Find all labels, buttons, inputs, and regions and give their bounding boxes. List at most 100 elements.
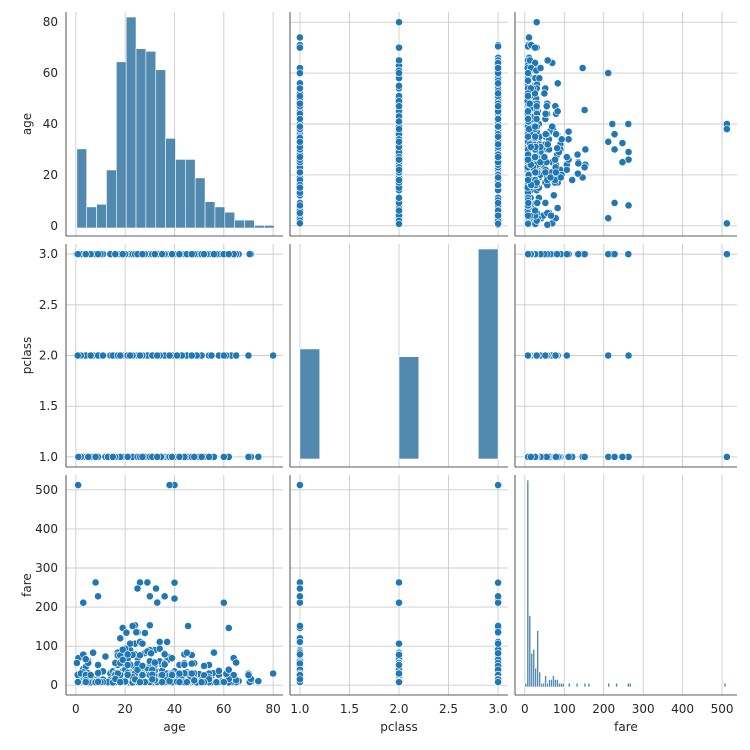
scatter-point <box>610 250 619 259</box>
scatter-point <box>531 132 540 141</box>
scatter-point <box>133 584 142 593</box>
scatter-point <box>74 250 82 259</box>
scatter-point <box>118 250 127 259</box>
scatter-point <box>296 638 304 646</box>
scatter-point <box>494 89 502 98</box>
scatter-point <box>608 120 617 128</box>
panel-marks <box>72 250 278 461</box>
scatter-point <box>580 106 589 114</box>
scatter-point <box>74 481 83 489</box>
scatter-point <box>126 351 135 360</box>
scatter-point <box>296 153 304 161</box>
scatter-point <box>94 592 102 601</box>
scatter-point <box>574 250 583 259</box>
scatter-point <box>210 250 218 259</box>
scatter-point <box>546 173 555 182</box>
scatter-point <box>549 191 558 200</box>
panel-age-vs-pclass <box>289 12 508 237</box>
scatter-point <box>153 452 162 461</box>
scatter-point <box>296 69 304 77</box>
panel-marks <box>72 481 278 687</box>
scatter-point <box>552 452 560 461</box>
scatter-point <box>296 209 304 217</box>
histogram-bar <box>299 348 321 460</box>
scatter-point <box>138 452 147 461</box>
scatter-point <box>524 155 532 164</box>
scatter-point <box>118 645 127 654</box>
scatter-point <box>524 199 533 207</box>
scatter-point <box>525 33 533 42</box>
scatter-point <box>541 199 550 207</box>
scatter-point <box>543 220 552 229</box>
histogram-bar <box>165 138 176 229</box>
scatter-point <box>180 660 189 669</box>
x-axis-label: age <box>163 720 185 734</box>
scatter-point <box>296 219 304 228</box>
scatter-point <box>123 661 132 669</box>
scatter-point <box>200 250 208 259</box>
scatter-point <box>494 199 502 207</box>
histogram-bar <box>398 356 420 460</box>
x-tick-label: 300 <box>632 702 655 716</box>
scatter-point <box>536 158 545 167</box>
y-tick-label: 300 <box>35 561 58 575</box>
histogram-bar <box>575 682 579 688</box>
panel-pclass-vs-fare <box>514 244 737 468</box>
histogram-bar <box>538 671 541 688</box>
scatter-point <box>182 648 191 657</box>
scatter-point <box>395 56 403 65</box>
scatter-point <box>524 69 532 77</box>
x-tick-label: 3.0 <box>489 702 508 716</box>
scatter-point <box>163 638 172 646</box>
scatter-point <box>153 351 162 360</box>
x-tick-label: 400 <box>671 702 694 716</box>
scatter-point <box>543 56 552 65</box>
panel-marks <box>76 16 275 229</box>
scatter-point <box>722 125 731 133</box>
scatter-point <box>296 675 304 684</box>
scatter-point <box>155 638 164 646</box>
scatter-point <box>108 452 117 461</box>
scatter-point <box>296 99 304 108</box>
scatter-point <box>540 153 549 161</box>
x-tick-label: 2.0 <box>389 702 408 716</box>
scatter-point <box>722 250 731 259</box>
scatter-point <box>111 250 120 259</box>
scatter-point <box>494 122 502 131</box>
scatter-point <box>531 43 540 52</box>
scatter-point <box>562 351 571 360</box>
scatter-point <box>175 250 184 259</box>
scatter-point <box>200 661 208 670</box>
scatter-point <box>494 115 502 123</box>
scatter-point <box>79 598 88 607</box>
histogram-bar <box>477 248 499 460</box>
scatter-point <box>175 669 184 678</box>
scatter-point <box>494 64 502 72</box>
x-tick-label: 60 <box>216 702 231 716</box>
scatter-point <box>136 351 144 360</box>
scatter-point <box>548 122 557 131</box>
y-tick-label: 2.0 <box>39 349 58 363</box>
scatter-point <box>89 648 98 657</box>
scatter-point <box>175 678 184 686</box>
scatter-point <box>123 670 132 679</box>
y-tick-label: 100 <box>35 639 58 653</box>
histogram-bar <box>723 682 727 688</box>
scatter-point <box>524 250 532 259</box>
scatter-point <box>395 669 403 678</box>
scatter-point <box>170 594 179 603</box>
scatter-point <box>296 137 304 146</box>
scatter-point <box>94 677 102 686</box>
scatter-point <box>269 669 278 678</box>
scatter-point <box>395 18 403 27</box>
scatter-point <box>551 351 560 360</box>
scatter-point <box>296 43 304 52</box>
scatter-point <box>526 452 535 461</box>
scatter-point <box>165 481 174 489</box>
histogram-bar <box>615 682 618 688</box>
scatter-point <box>155 644 164 653</box>
x-tick-label: 1.5 <box>340 702 359 716</box>
scatter-point <box>526 143 535 151</box>
histogram-bar <box>254 225 265 229</box>
scatter-point <box>494 481 502 489</box>
